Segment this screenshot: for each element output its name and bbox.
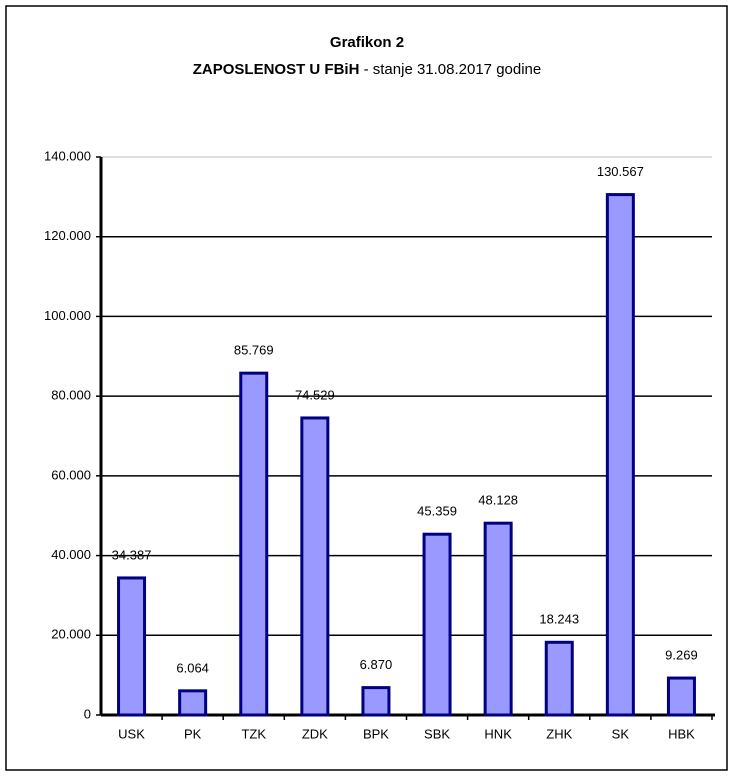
data-label: 48.128	[478, 493, 518, 508]
x-tick-label: TZK	[241, 726, 266, 741]
bar	[666, 676, 696, 717]
data-label: 85.769	[234, 343, 274, 358]
data-label: 6.064	[176, 660, 209, 675]
bar	[605, 193, 635, 717]
bar	[239, 371, 269, 717]
x-tick-label: SK	[612, 726, 630, 741]
chart-title: Grafikon 2	[330, 34, 404, 51]
bar	[422, 532, 452, 717]
x-tick-label: HBK	[668, 726, 695, 741]
bar	[361, 686, 391, 717]
y-tick-label: 120.000	[44, 228, 91, 243]
subtitle-rest: - stanje 31.08.2017 godine	[364, 61, 542, 78]
bar	[483, 521, 513, 717]
y-tick-label: 20.000	[51, 627, 91, 642]
x-tick-label: ZDK	[302, 726, 328, 741]
data-label: 9.269	[665, 647, 698, 662]
data-label: 6.870	[360, 657, 393, 672]
bar	[300, 416, 330, 717]
x-tick-label: USK	[118, 726, 145, 741]
bar	[544, 640, 574, 717]
subtitle-bold: ZAPOSLENOST U FBiH	[193, 61, 360, 78]
data-label: 34.387	[112, 547, 152, 562]
bar	[178, 689, 208, 717]
y-tick-label: 60.000	[51, 467, 91, 482]
x-tick-label: BPK	[363, 726, 389, 741]
x-tick-label: SBK	[424, 726, 450, 741]
y-tick-label: 140.000	[44, 148, 91, 163]
x-tick-label: PK	[184, 726, 202, 741]
data-label: 74.529	[295, 387, 335, 402]
x-tick-label: ZHK	[546, 726, 572, 741]
y-tick-label: 0	[84, 706, 91, 721]
data-label: 45.359	[417, 504, 457, 519]
y-tick-label: 80.000	[51, 388, 91, 403]
chart-subtitle: ZAPOSLENOST U FBiH - stanje 31.08.2017 g…	[193, 61, 542, 78]
data-label: 18.243	[539, 612, 579, 627]
x-tick-label: HNK	[484, 726, 512, 741]
data-label: 130.567	[597, 164, 644, 179]
bar	[117, 576, 147, 717]
y-tick-label: 100.000	[44, 308, 91, 323]
y-tick-label: 40.000	[51, 547, 91, 562]
